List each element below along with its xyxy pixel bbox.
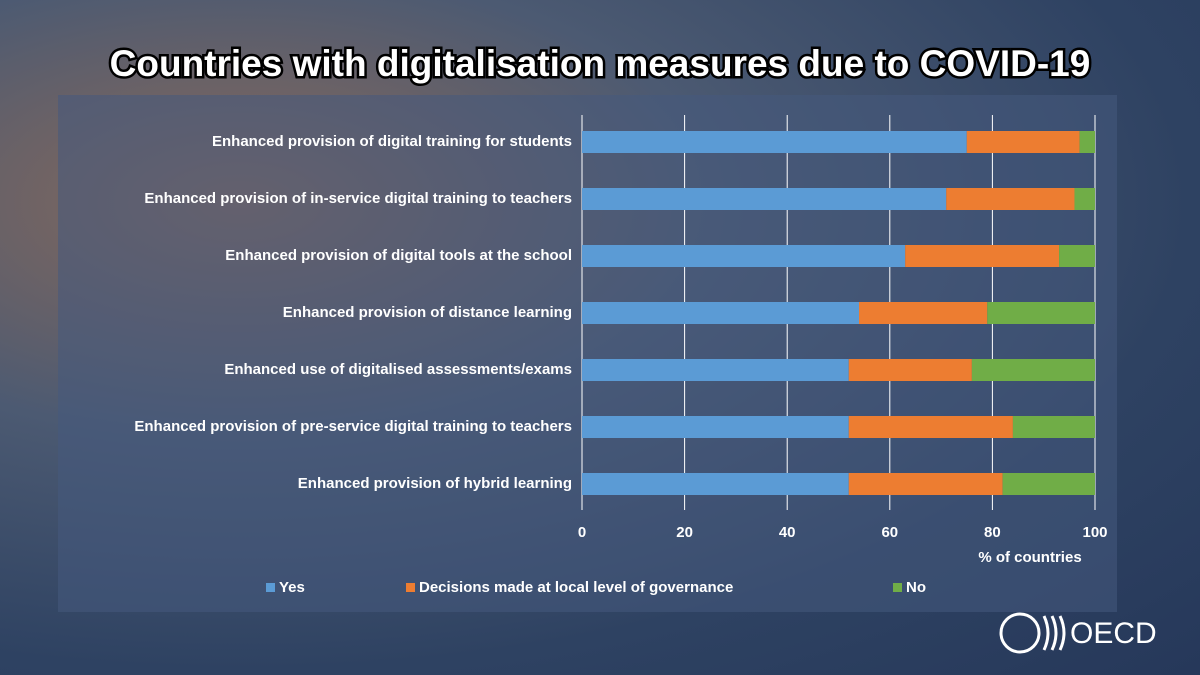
- x-tick-label: 60: [881, 524, 898, 541]
- bar-segment: [582, 131, 967, 153]
- bar-segment: [582, 188, 947, 210]
- legend-swatch: [266, 583, 275, 592]
- bar-segment: [582, 302, 860, 324]
- y-tick-label: Enhanced provision of distance learning: [102, 288, 572, 338]
- category-text: Enhanced provision of in-service digital…: [144, 190, 572, 207]
- category-text: Enhanced provision of distance learning: [282, 304, 572, 321]
- legend-label: Yes: [279, 579, 305, 596]
- x-tick-label: 0: [578, 524, 586, 541]
- oecd-logo: OECD: [999, 612, 1157, 654]
- bar-segment: [582, 416, 849, 438]
- y-tick-label: Enhanced provision of hybrid learning: [102, 459, 572, 509]
- category-text: Enhanced provision of hybrid learning: [297, 475, 572, 492]
- bar-segment: [946, 188, 1075, 210]
- bar-segment: [582, 473, 849, 495]
- x-tick-label: 100: [1082, 524, 1107, 541]
- y-tick-label: Enhanced provision of digital training f…: [102, 117, 572, 167]
- legend-label: No: [906, 579, 926, 596]
- bar-segment: [848, 359, 972, 381]
- y-tick-label: Enhanced provision of digital tools at t…: [102, 231, 572, 281]
- bar-segment: [859, 302, 988, 324]
- bar-segment: [987, 302, 1095, 324]
- bar-segment: [582, 245, 906, 267]
- category-text: Enhanced provision of pre-service digita…: [134, 418, 572, 435]
- chart-title: Countries with digitalisation measures d…: [110, 43, 1091, 84]
- y-tick-label: Enhanced provision of in-service digital…: [102, 174, 572, 224]
- bar-segment: [966, 131, 1080, 153]
- y-tick-label: Enhanced provision of pre-service digita…: [102, 402, 572, 452]
- x-tick-label: 40: [779, 524, 796, 541]
- x-tick-label: 20: [676, 524, 693, 541]
- bar-segment: [1012, 416, 1095, 438]
- category-text: Enhanced provision of digital training f…: [211, 133, 572, 150]
- legend-swatch: [893, 583, 902, 592]
- bar-segment: [582, 359, 849, 381]
- bar-segment: [1059, 245, 1095, 267]
- category-text: Enhanced provision of digital tools at t…: [225, 247, 572, 264]
- bar-segment: [1079, 131, 1095, 153]
- legend-label: Decisions made at local level of governa…: [419, 579, 733, 596]
- x-axis-label: % of countries: [978, 549, 1081, 566]
- legend-swatch: [406, 583, 415, 592]
- bar-segment: [1002, 473, 1095, 495]
- y-tick-label: Enhanced use of digitalised assessments/…: [102, 345, 572, 395]
- bar-segment: [848, 416, 1013, 438]
- bar-segment: [1074, 188, 1095, 210]
- chart-panel: [58, 95, 1117, 612]
- x-tick-label: 80: [984, 524, 1001, 541]
- bar-segment: [971, 359, 1095, 381]
- bar-segment: [905, 245, 1060, 267]
- bar-segment: [848, 473, 1003, 495]
- logo-text: OECD: [1070, 617, 1157, 650]
- category-text: Enhanced use of digitalised assessments/…: [224, 361, 572, 378]
